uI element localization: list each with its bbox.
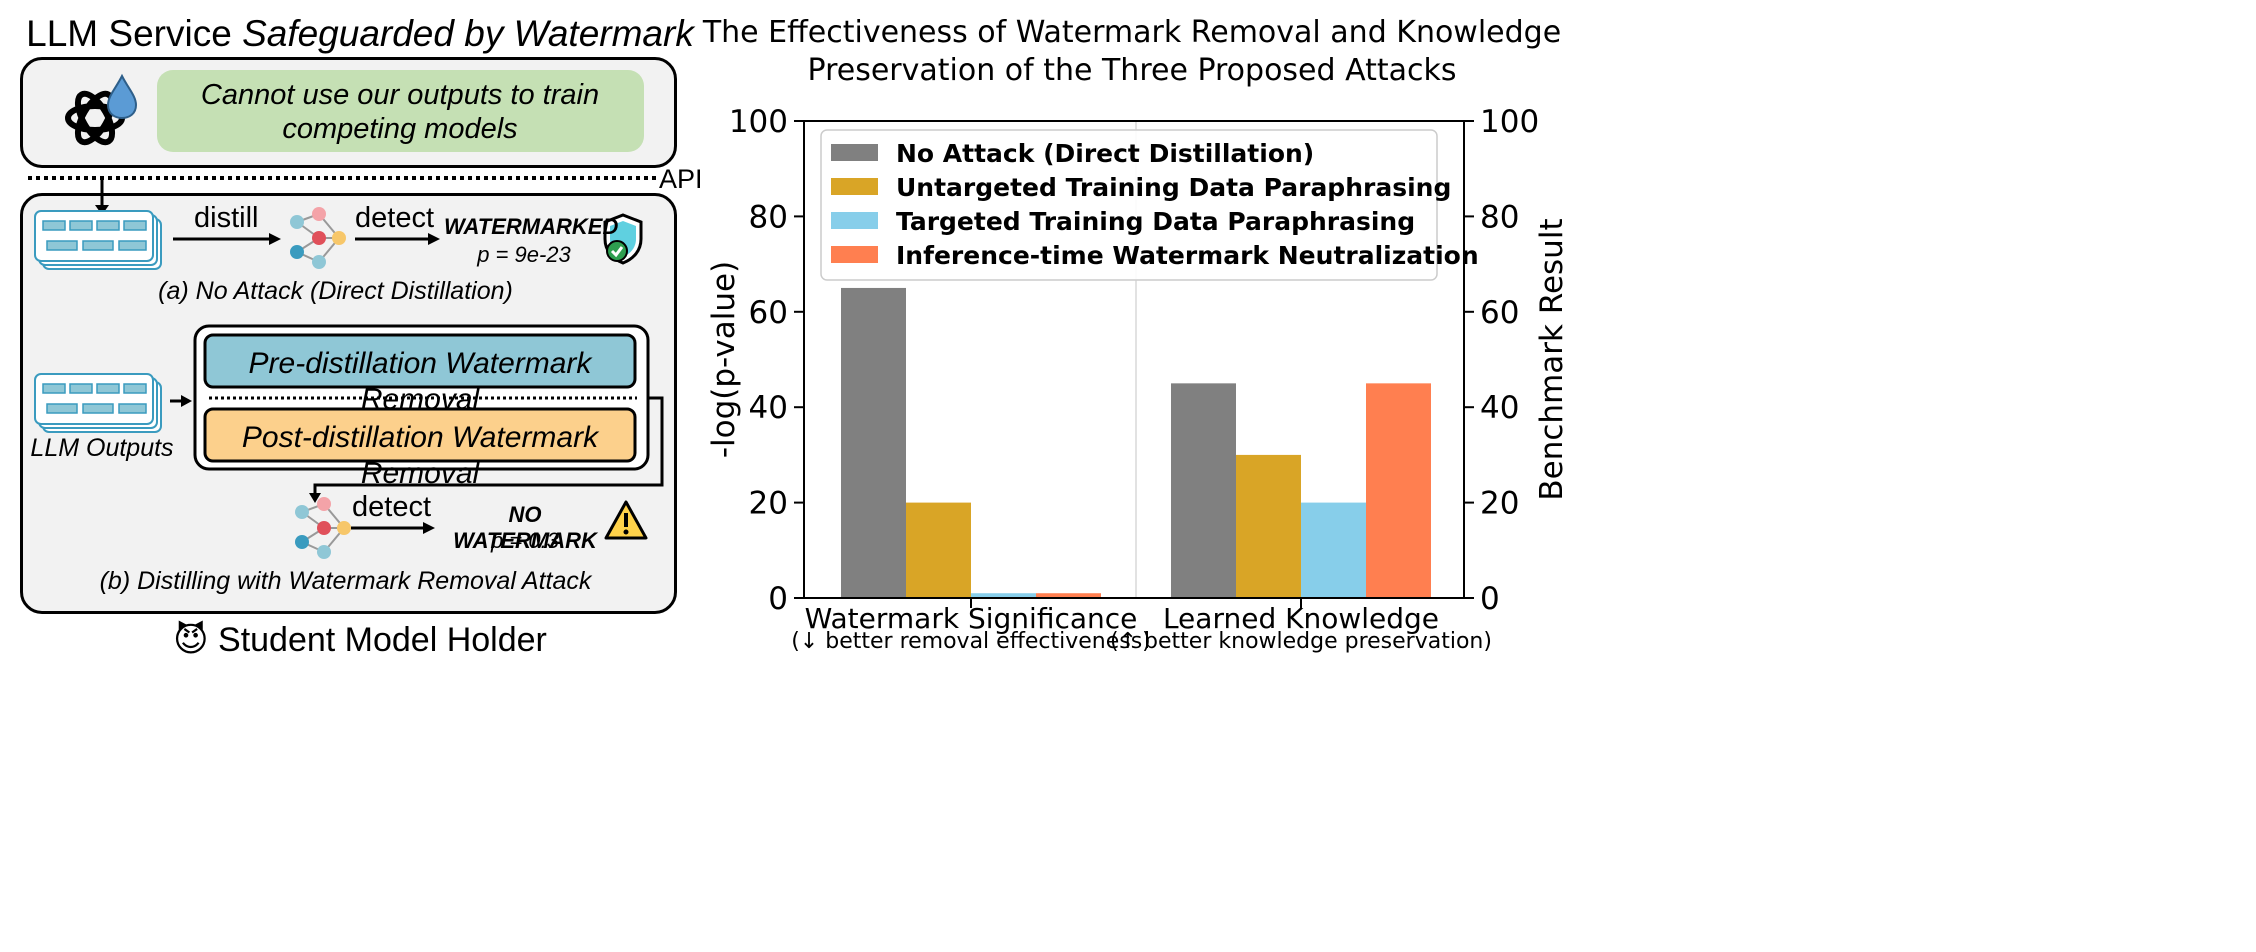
detect-label-a: detect	[355, 202, 434, 234]
chart-title-line-2: Preservation of the Three Proposed Attac…	[808, 53, 1457, 88]
bar-1-watermark-significance	[841, 287, 906, 598]
legend-label-2: Untargeted Training Data Paraphrasing	[896, 173, 1451, 202]
bar-2-learned-knowledge	[1236, 454, 1301, 598]
student-network-icon-b	[295, 497, 351, 559]
caption-a: (a) No Attack (Direct Distillation)	[158, 277, 513, 305]
y-tick-label-left: 100	[729, 104, 788, 140]
service-title: LLM Service Safeguarded by Watermark	[26, 13, 694, 54]
bar-4-learned-knowledge	[1366, 383, 1431, 598]
student-network-icon	[290, 207, 346, 269]
bar-1-learned-knowledge	[1171, 383, 1236, 598]
p-value-a: p = 9e-23	[477, 242, 571, 267]
y-tick-label-right: 60	[1480, 295, 1519, 331]
llm-outputs-label: LLM Outputs	[30, 434, 174, 462]
policy-text: Cannot use our outputs to train competin…	[200, 79, 600, 145]
openai-logo-icon	[65, 73, 138, 146]
y-axis-title-right: Benchmark Result	[1534, 218, 1570, 500]
panel-b-graphics	[34, 324, 664, 559]
y-tick-label-right: 0	[1480, 581, 1500, 617]
post-distillation-removal: Post-distillation Watermark Removal	[241, 421, 599, 490]
effectiveness-chart: The Effectiveness of Watermark Removal a…	[702, 15, 1570, 654]
y-tick-label-right: 20	[1480, 486, 1519, 522]
y-tick-label-left: 40	[749, 390, 788, 426]
x-category-note: (↑ better knowledge preservation)	[1110, 629, 1492, 654]
x-category-label: Learned Knowledge	[1163, 602, 1439, 635]
devil-icon: 😈	[173, 621, 209, 659]
y-tick-label-right: 40	[1480, 390, 1519, 426]
output-docs-icon-b	[34, 373, 162, 433]
bar-3-watermark-significance	[971, 593, 1036, 598]
y-tick-label-left: 20	[749, 486, 788, 522]
legend-swatch-1	[831, 144, 878, 161]
legend-label-3: Targeted Training Data Paraphrasing	[896, 207, 1415, 236]
warning-icon	[604, 500, 648, 540]
legend-label-4: Inference-time Watermark Neutralization	[896, 241, 1479, 270]
y-axis-title-left: -log(p-value)	[706, 261, 742, 458]
detect-label-b: detect	[352, 491, 431, 523]
caption-b: (b) Distilling with Watermark Removal At…	[99, 567, 592, 595]
chart-title-line-1: The Effectiveness of Watermark Removal a…	[702, 15, 1561, 50]
watermarked-result: WATERMARKED	[444, 214, 619, 239]
y-tick-label-right: 80	[1480, 199, 1519, 235]
no-watermark-result: NO WATERMARK	[453, 502, 597, 553]
legend-swatch-3	[831, 212, 878, 229]
api-label: API	[659, 164, 703, 194]
y-tick-label-left: 60	[749, 295, 788, 331]
plot-frame	[803, 120, 1465, 599]
legend-label-1: No Attack (Direct Distillation)	[896, 139, 1314, 168]
legend-box	[820, 129, 1438, 281]
legend-swatch-4	[831, 246, 878, 263]
panel-a-graphics	[34, 178, 643, 270]
output-docs-icon	[34, 210, 162, 270]
y-tick-label-left: 0	[768, 581, 788, 617]
bar-4-watermark-significance	[1036, 593, 1101, 598]
chart-title: The Effectiveness of Watermark Removal a…	[702, 15, 1561, 88]
x-category-note: (↓ better removal effectiveness)	[791, 629, 1151, 654]
y-tick-label-right: 100	[1480, 104, 1539, 140]
p-value-b: p = 0.3	[491, 528, 559, 553]
y-tick-label-left: 80	[749, 199, 788, 235]
api-divider	[28, 176, 656, 180]
x-category-label: Watermark Significance	[805, 602, 1138, 635]
shield-check-icon	[603, 213, 643, 265]
distill-label: distill	[194, 202, 259, 234]
student-holder-footer: 😈 Student Model Holder	[173, 621, 547, 659]
legend-swatch-2	[831, 178, 878, 195]
bar-2-watermark-significance	[906, 502, 971, 598]
policy-box	[157, 70, 644, 152]
bar-3-learned-knowledge	[1301, 502, 1366, 598]
pre-distillation-removal: Pre-distillation Watermark Removal	[248, 347, 592, 416]
water-drop-icon	[106, 73, 138, 120]
